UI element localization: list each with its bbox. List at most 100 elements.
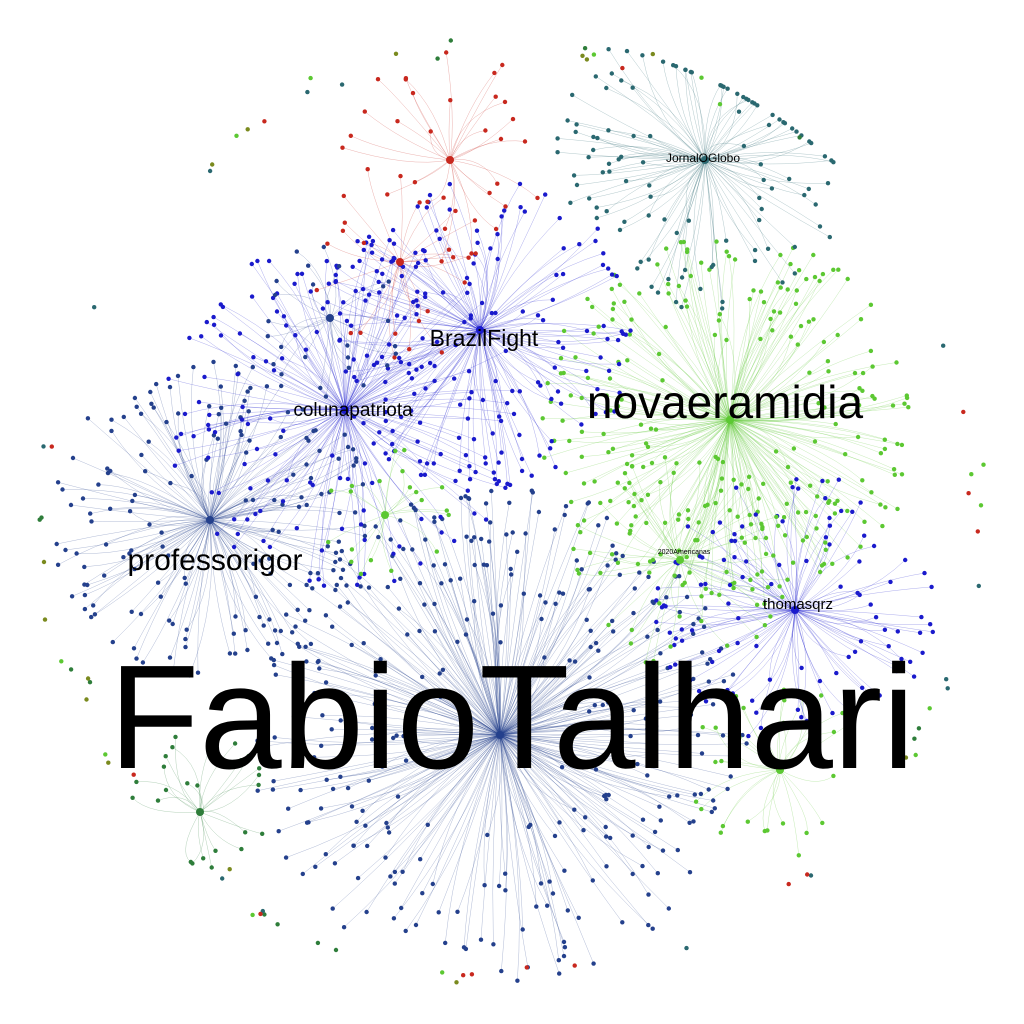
- node-professorigor: [55, 480, 61, 485]
- node-novaeramidia: [882, 437, 887, 442]
- edge-brazilfight: [402, 266, 481, 331]
- node-brazilfight: [409, 408, 414, 413]
- node-red2: [493, 94, 498, 99]
- edge-novaeramidia: [613, 303, 731, 421]
- edge-colunapatriota: [213, 316, 346, 411]
- node-fabiotalhari: [364, 909, 369, 915]
- edge-fabiotalhari: [499, 734, 579, 918]
- node-fabiotalhari: [610, 543, 615, 548]
- node-thomasqrz: [740, 574, 745, 580]
- edge-fabiotalhari: [499, 734, 566, 948]
- edge-novaeramidia: [678, 285, 731, 421]
- node-thomasqrz: [894, 668, 899, 674]
- edge-fabiotalhari: [321, 734, 501, 809]
- edge-fabiotalhari: [499, 711, 590, 736]
- edge-colunapatriota: [247, 409, 346, 520]
- edge-brazilfight: [392, 329, 481, 445]
- node-colunapatriota: [339, 526, 345, 531]
- node-jornaloglobo: [648, 133, 653, 139]
- edge-professorigor: [209, 458, 339, 521]
- edge-novaeramidia: [581, 396, 731, 421]
- edge-brazilfight: [351, 322, 481, 331]
- node-thomasqrz: [820, 478, 825, 484]
- edge-colunapatriota: [344, 251, 425, 411]
- node-fabiotalhari: [332, 861, 338, 866]
- node-fabiotalhari: [482, 883, 487, 888]
- edge-jornaloglobo: [704, 157, 761, 165]
- edge-brazilfight: [420, 329, 481, 475]
- edge-fabiotalhari: [499, 734, 560, 974]
- node-professorigor: [340, 567, 346, 572]
- node-minor1: [265, 334, 270, 339]
- edge-novaeramidia: [729, 276, 816, 421]
- node-colunapatriota: [424, 461, 430, 466]
- edge-fabiotalhari: [499, 734, 537, 907]
- node-novaeramidia: [831, 267, 836, 272]
- edge-novaeramidia: [544, 419, 731, 458]
- node-novaeramidia: [617, 282, 623, 287]
- edge-brazilfight: [345, 329, 481, 372]
- node-colunapatriota: [345, 476, 351, 482]
- node-colunapatriota: [483, 517, 489, 522]
- node-fabiotalhari: [520, 927, 525, 932]
- edge-minor2: [157, 797, 201, 813]
- edge-fabiotalhari: [434, 631, 501, 736]
- edge-professorigor: [72, 457, 211, 521]
- edge-jornaloglobo: [662, 61, 706, 161]
- node-professorigor: [139, 452, 144, 458]
- node-peripheral: [916, 726, 922, 731]
- node-novaeramidia: [666, 281, 671, 287]
- edge-americanas: [679, 555, 774, 564]
- node-fabiotalhari: [420, 674, 425, 680]
- node-professorigor: [183, 644, 188, 650]
- edge-thomasqrz: [794, 609, 902, 660]
- edge-fabiotalhari: [499, 734, 523, 930]
- edge-jornaloglobo: [704, 159, 832, 165]
- node-novaeramidia: [807, 370, 812, 375]
- node-americanas: [720, 459, 726, 465]
- edge-professorigor: [140, 519, 211, 615]
- edge-fabiotalhari: [499, 734, 649, 895]
- edge-brazilfight: [477, 242, 487, 331]
- node-jornaloglobo: [682, 267, 688, 273]
- node-colunapatriota: [344, 318, 350, 324]
- node-colunapatriota: [414, 312, 419, 317]
- hub-node-fabiotalhari: [496, 731, 504, 739]
- node-professorigor: [336, 456, 341, 461]
- node-peripheral: [961, 409, 966, 415]
- edge-brazilfight: [479, 329, 582, 425]
- node-professorigor: [333, 559, 338, 565]
- node-novaeramidia: [843, 452, 848, 457]
- node-minor1: [271, 362, 276, 367]
- edge-novaeramidia: [698, 419, 731, 556]
- edge-professorigor: [209, 412, 289, 521]
- node-fabiotalhari: [628, 733, 633, 739]
- hub-node-minor4: [776, 766, 784, 774]
- edge-professorigor: [209, 519, 260, 618]
- edge-minor4: [735, 696, 781, 771]
- edge-novaeramidia: [611, 288, 731, 421]
- node-novaeramidia: [798, 323, 804, 329]
- edge-professorigor: [104, 519, 211, 576]
- node-novaeramidia: [755, 572, 760, 577]
- node-peripheral: [975, 529, 980, 534]
- edge-thomasqrz: [736, 487, 796, 611]
- edge-fabiotalhari: [499, 588, 635, 736]
- edge-novaeramidia: [729, 419, 865, 522]
- node-fabiotalhari: [648, 752, 653, 757]
- edge-brazilfight: [479, 329, 513, 391]
- node-jornaloglobo: [813, 202, 818, 207]
- node-jornaloglobo: [555, 136, 560, 141]
- node-minor2: [195, 783, 200, 788]
- edge-fabiotalhari: [496, 605, 502, 736]
- node-fabiotalhari: [677, 574, 682, 579]
- node-colunapatriota: [392, 578, 397, 584]
- edge-jornaloglobo: [704, 159, 795, 248]
- edge-novaeramidia: [729, 287, 781, 421]
- edge-fabiotalhari: [340, 577, 501, 736]
- node-novaeramidia: [676, 512, 682, 517]
- edge-fabiotalhari: [483, 564, 501, 736]
- node-colunapatriota: [413, 250, 418, 255]
- edge-jornaloglobo: [685, 69, 706, 161]
- node-professorigor: [268, 571, 273, 576]
